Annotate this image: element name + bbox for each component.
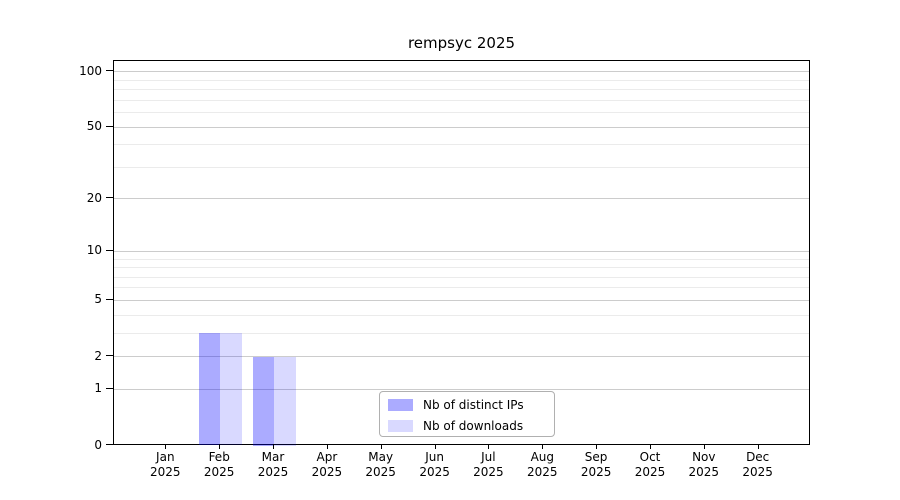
plot-area: Nb of distinct IPs Nb of downloads: [113, 60, 810, 446]
x-label-aug: Aug 2025: [527, 450, 558, 479]
x-label-jul: Jul 2025: [473, 450, 504, 479]
minor-gridline-4: [114, 314, 809, 316]
legend-swatch-icon: [388, 398, 413, 411]
x-tick-feb: [219, 444, 221, 449]
x-tick-aug: [542, 444, 544, 449]
bar-nb-of-distinct-ips-feb: [198, 333, 221, 446]
x-tick-mar: [273, 444, 274, 449]
y-tick-10: [106, 249, 113, 251]
major-gridline-100: [114, 71, 809, 73]
x-label-sep: Sep 2025: [580, 450, 612, 479]
major-gridline-2: [114, 356, 809, 357]
x-tick-jan: [165, 444, 167, 449]
x-label-mar: Mar 2025: [257, 450, 289, 479]
x-tick-may: [380, 444, 382, 449]
y-label-1: 1: [94, 381, 102, 396]
y-label-2: 2: [94, 348, 102, 363]
minor-gridline-6: [114, 287, 809, 289]
minor-gridline-70: [114, 99, 809, 101]
x-tick-jul: [488, 444, 490, 449]
major-gridline-1: [114, 388, 809, 390]
minor-gridline-30: [114, 166, 809, 168]
y-tick-20: [106, 197, 113, 199]
y-label-50: 50: [86, 119, 102, 133]
x-tick-sep: [596, 444, 598, 449]
legend-label: Nb of downloads: [423, 418, 524, 433]
legend-item-0: Nb of distinct IPs: [380, 394, 554, 415]
legend-label: Nb of distinct IPs: [423, 397, 524, 412]
minor-gridline-90: [114, 79, 809, 81]
y-label-10: 10: [86, 243, 102, 258]
x-label-may: May 2025: [365, 450, 396, 479]
bar-nb-of-downloads-mar: [274, 356, 296, 446]
x-label-jan: Jan 2025: [150, 450, 181, 479]
minor-gridline-9: [114, 258, 809, 260]
x-label-nov: Nov 2025: [688, 450, 720, 479]
x-tick-jun: [434, 444, 436, 449]
minor-gridline-8: [114, 267, 809, 268]
y-tick-2: [106, 355, 113, 356]
legend-swatch-icon: [388, 419, 413, 432]
y-label-100: 100: [79, 63, 102, 78]
legend: Nb of distinct IPs Nb of downloads: [379, 391, 555, 437]
y-tick-100: [106, 70, 113, 72]
y-tick-50: [106, 125, 113, 127]
minor-gridline-60: [114, 112, 809, 113]
y-label-5: 5: [94, 292, 102, 307]
y-tick-5: [106, 298, 113, 300]
y-tick-1: [106, 387, 113, 389]
bar-nb-of-distinct-ips-mar: [252, 356, 274, 446]
legend-item-1: Nb of downloads: [380, 415, 554, 436]
major-gridline-20: [114, 198, 809, 200]
major-gridline-50: [114, 126, 809, 128]
x-label-jun: Jun 2025: [419, 450, 450, 479]
major-gridline-5: [114, 299, 809, 301]
x-label-feb: Feb 2025: [203, 450, 235, 479]
x-tick-oct: [650, 444, 651, 449]
y-tick-0: [106, 444, 113, 445]
x-label-dec: Dec 2025: [742, 450, 773, 479]
y-label-0: 0: [94, 437, 102, 452]
minor-gridline-40: [114, 144, 809, 146]
x-label-apr: Apr 2025: [311, 450, 343, 479]
bar-nb-of-downloads-feb: [220, 333, 242, 446]
x-tick-dec: [757, 444, 759, 449]
minor-gridline-3: [114, 332, 809, 334]
chart-title: rempsyc 2025: [407, 34, 516, 52]
minor-gridline-7: [114, 276, 809, 278]
y-label-20: 20: [86, 190, 102, 205]
minor-gridline-80: [114, 89, 809, 91]
legend-rows: Nb of distinct IPs Nb of downloads: [380, 394, 554, 436]
x-label-oct: Oct 2025: [634, 450, 666, 479]
major-gridline-10: [114, 250, 809, 252]
x-tick-nov: [703, 444, 705, 449]
x-tick-apr: [326, 444, 328, 449]
